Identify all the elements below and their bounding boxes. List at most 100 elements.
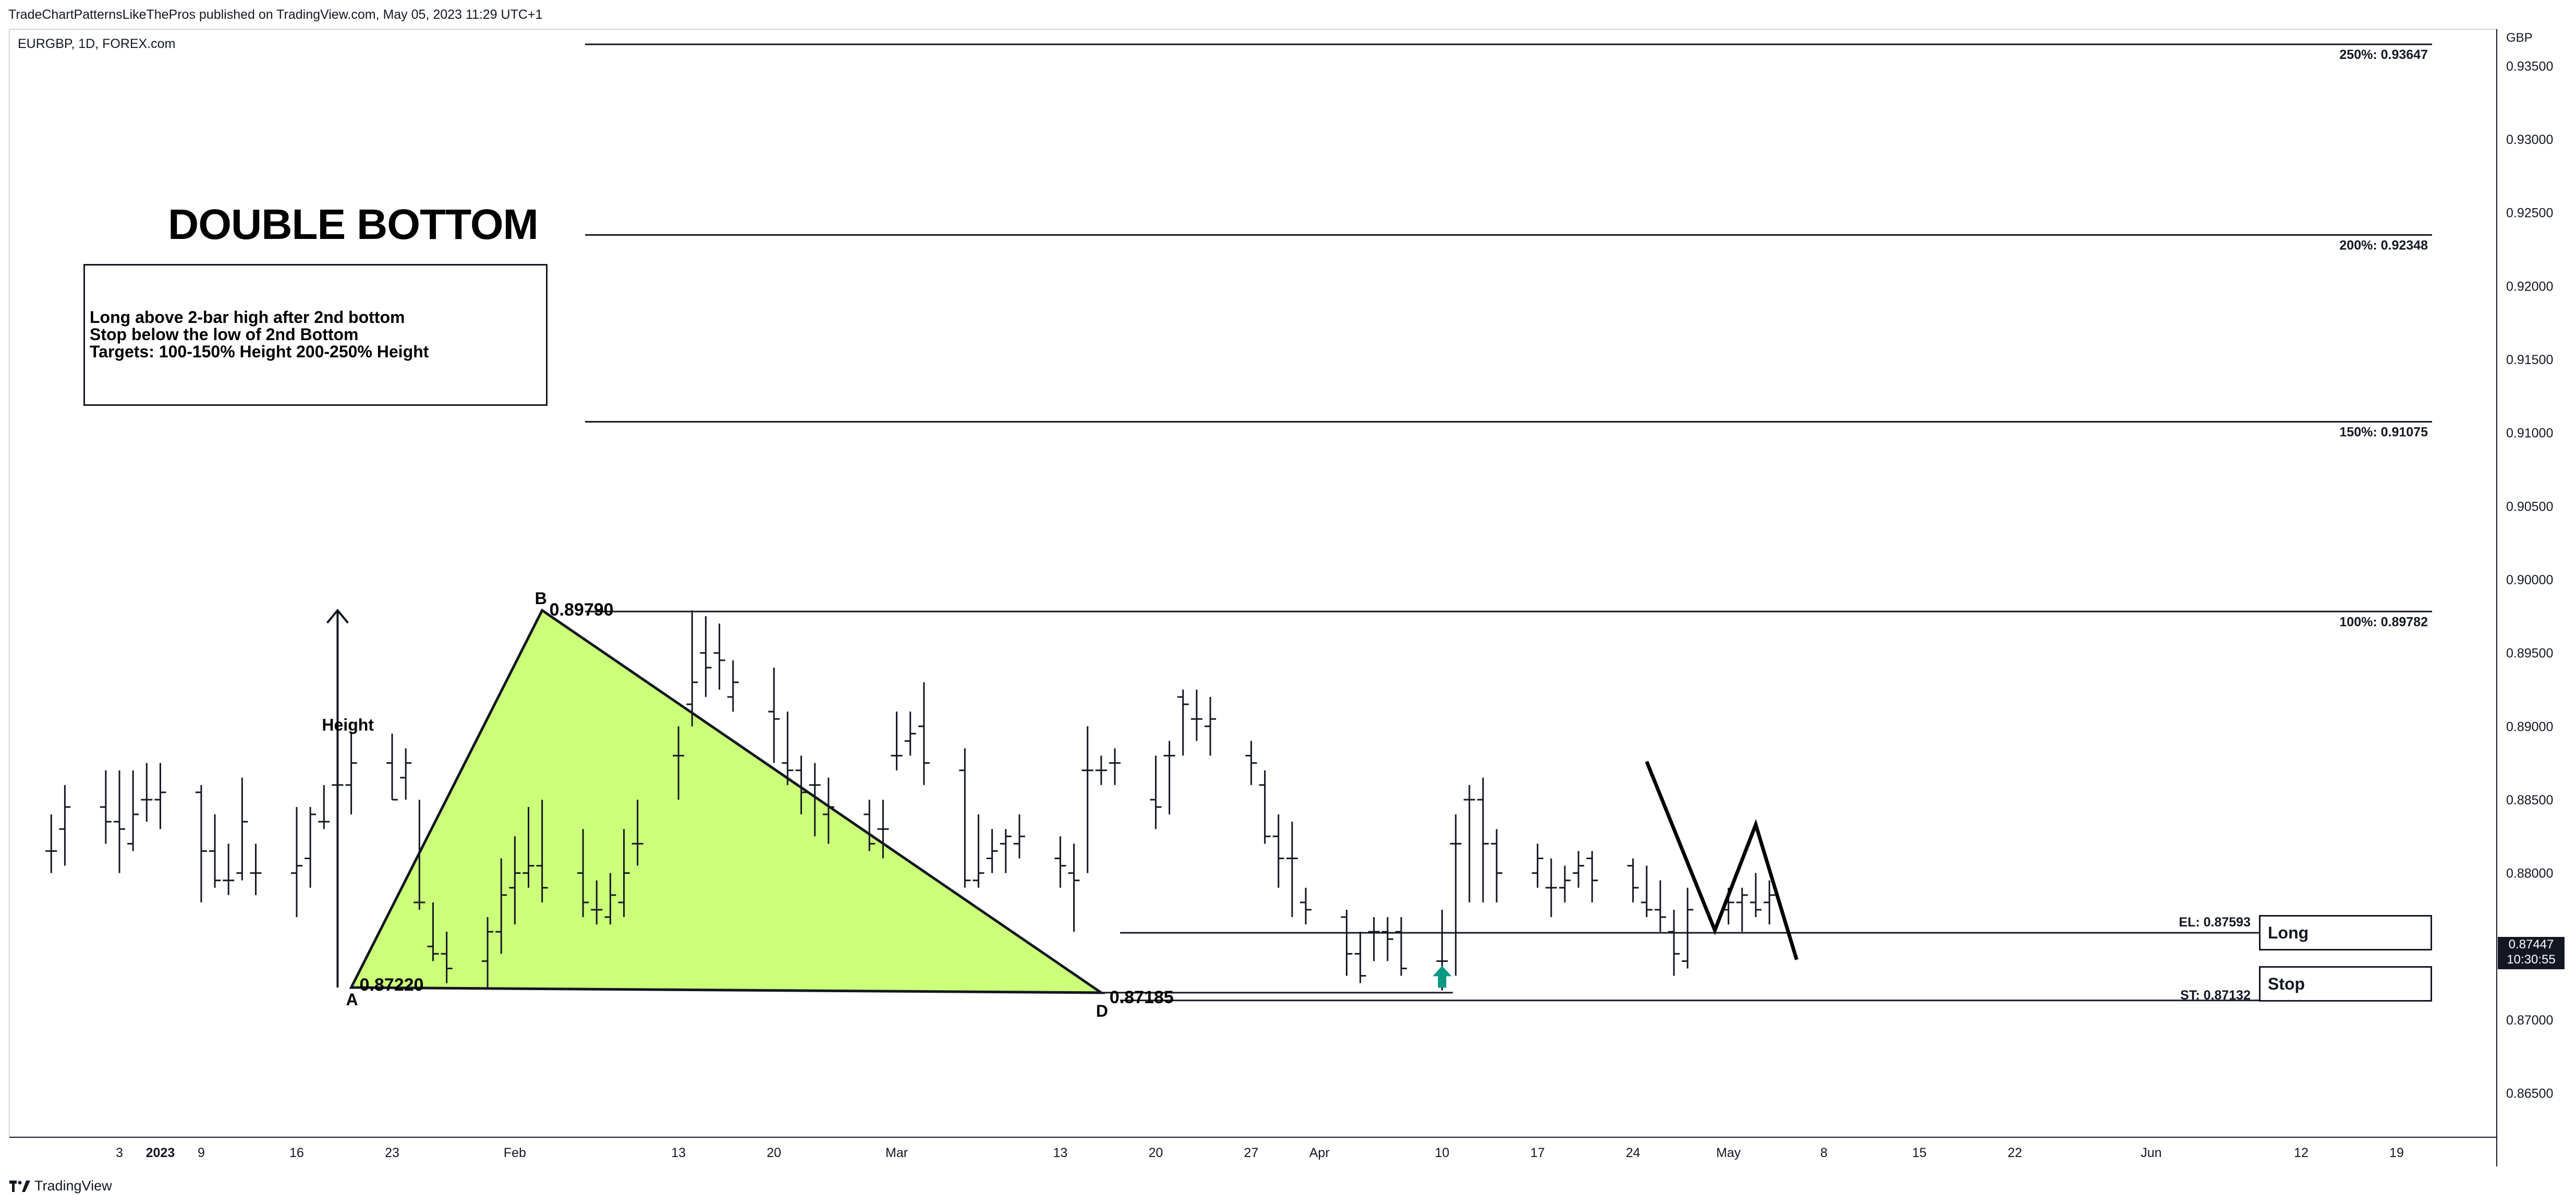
ohlc-bar-18 [400,748,412,800]
ohlc-bar-81 [1586,851,1598,902]
price-tick-14: 0.86500 [2506,1087,2553,1101]
ohlc-bar-70 [1381,917,1393,961]
ohlc-bars-layer [45,610,1776,991]
price-a-label: 0.87220 [360,975,424,995]
ohlc-bar-9 [223,844,235,895]
time-tick-15: 24 [1626,1146,1641,1160]
price-tick-3: 0.92000 [2506,279,2553,294]
rule-1: Long above 2-bar high after 2nd bottom [90,308,405,327]
ohlc-bar-88 [1736,887,1748,932]
ohlc-bar-68 [1354,932,1366,983]
rules-box [83,264,548,406]
ohlc-bar-89 [1750,873,1761,918]
price-b-label: 0.89790 [550,600,614,620]
time-tick-2: 9 [198,1146,205,1160]
tradingview-footer[interactable]: TradingView [9,1178,112,1194]
long-label: Long [2268,923,2309,942]
ohlc-bar-0 [45,814,57,873]
time-tick-3: 16 [289,1146,304,1160]
time-tick-21: 12 [2294,1146,2308,1160]
time-tick-4: 23 [385,1146,399,1160]
time-tick-9: 13 [1053,1146,1067,1160]
ohlc-bar-42 [864,799,876,851]
ohlc-bar-73 [1450,814,1462,976]
time-tick-5: Feb [504,1146,526,1160]
ohlc-bar-64 [1272,814,1284,888]
ohlc-bar-34 [700,616,712,697]
last-price-value: 0.87447 [2508,937,2554,952]
ohlc-bar-11 [250,844,262,895]
ohlc-bar-32 [673,726,685,800]
point-b-label: B [535,589,547,608]
ohlc-bar-39 [795,755,807,815]
fib-levels-layer: 250%: 0.93647 200%: 0.92348 150%: 0.91075 1… [585,43,2432,629]
ohlc-bar-37 [768,667,780,763]
ohlc-bar-54 [1082,726,1093,873]
ohlc-bar-76 [1491,829,1503,902]
ohlc-bar-53 [1068,844,1080,932]
ohlc-bar-16 [345,733,357,815]
ohlc-bar-28 [591,880,603,925]
ohlc-bar-43 [877,799,889,859]
ohlc-bar-57 [1150,755,1162,829]
price-tick-11: 0.88000 [2506,866,2553,881]
price-tick-10: 0.88500 [2506,793,2553,808]
ohlc-bar-58 [1163,741,1175,815]
ohlc-bar-38 [782,712,794,785]
time-axis[interactable]: 3 2023 9 16 23 Feb 13 20 Mar 13 20 27 Apr 10 17 24 May 8 1… [116,1146,2404,1160]
price-tick-6: 0.90500 [2506,499,2553,514]
fib-level-label-2: 150%: 0.91075 [2339,425,2428,440]
ohlc-bar-41 [822,777,834,844]
price-axis[interactable]: GBP 0.93500 0.93000 0.92500 0.92000 0.91500 0.… [2506,31,2553,1101]
ohlc-bar-71 [1395,917,1407,976]
time-tick-10: 20 [1148,1146,1163,1160]
publisher-header: TradeChartPatternsLikeThePros published … [8,7,543,22]
ohlc-bar-59 [1177,689,1189,756]
ohlc-bar-33 [686,610,698,727]
height-arrow-head-icon [326,608,349,624]
time-tick-6: 13 [671,1146,686,1160]
pattern-title: DOUBLE BOTTOM [168,201,539,248]
time-tick-16: May [1716,1146,1741,1160]
ohlc-bar-79 [1559,865,1571,902]
ohlc-bar-52 [1054,836,1066,888]
ohlc-bar-50 [1000,829,1012,873]
stop-order-box[interactable]: Stop [2259,966,2432,1002]
ohlc-bar-84 [1654,880,1666,932]
ohlc-bar-80 [1573,851,1585,888]
ohlc-bar-74 [1463,785,1475,902]
ohlc-bar-36 [727,660,739,712]
price-tick-0: 0.93500 [2506,59,2553,74]
time-tick-19: 22 [2008,1146,2022,1160]
point-d-label: D [1096,1002,1108,1020]
ohlc-bar-86 [1682,887,1694,969]
ohlc-bar-14 [318,785,330,829]
time-tick-0: 3 [116,1146,123,1160]
time-tick-11: 27 [1244,1146,1259,1160]
ohlc-bar-44 [891,712,903,770]
ohlc-bar-82 [1627,858,1639,902]
ohlc-bar-83 [1641,865,1652,918]
ohlc-bar-27 [577,829,589,918]
ohlc-bar-10 [236,777,248,881]
pattern-layer [349,608,1105,994]
ohlc-bar-26 [536,799,548,902]
fib-level-label-3: 100%: 0.89782 [2339,615,2428,629]
stop-label: Stop [2268,974,2305,993]
ohlc-bar-23 [495,858,507,954]
entry-level-label: EL: 0.87593 [2179,915,2251,930]
price-tick-4: 0.91500 [2506,353,2553,367]
time-tick-12: Apr [1309,1146,1330,1160]
time-tick-7: 20 [767,1146,781,1160]
ohlc-bar-55 [1095,755,1107,785]
long-order-box[interactable]: Long [2259,915,2432,950]
price-tick-5: 0.91000 [2506,426,2553,441]
time-tick-18: 15 [1912,1146,1927,1160]
ohlc-bar-7 [195,785,207,902]
symbol-legend[interactable]: EURGBP, 1D, FOREX.com [18,37,176,51]
projection-zigzag [1645,761,1799,960]
bar-countdown: 10:30:55 [2507,953,2556,967]
fib-level-label-1: 200%: 0.92348 [2339,238,2428,252]
annotation-layer: Height A B D 0.87220 0.89790 0.87185 [322,589,1799,1020]
